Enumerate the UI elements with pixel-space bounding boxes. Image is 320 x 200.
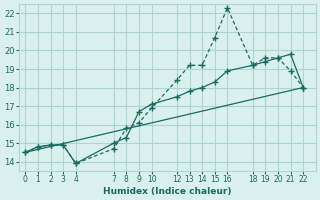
X-axis label: Humidex (Indice chaleur): Humidex (Indice chaleur) (103, 187, 232, 196)
